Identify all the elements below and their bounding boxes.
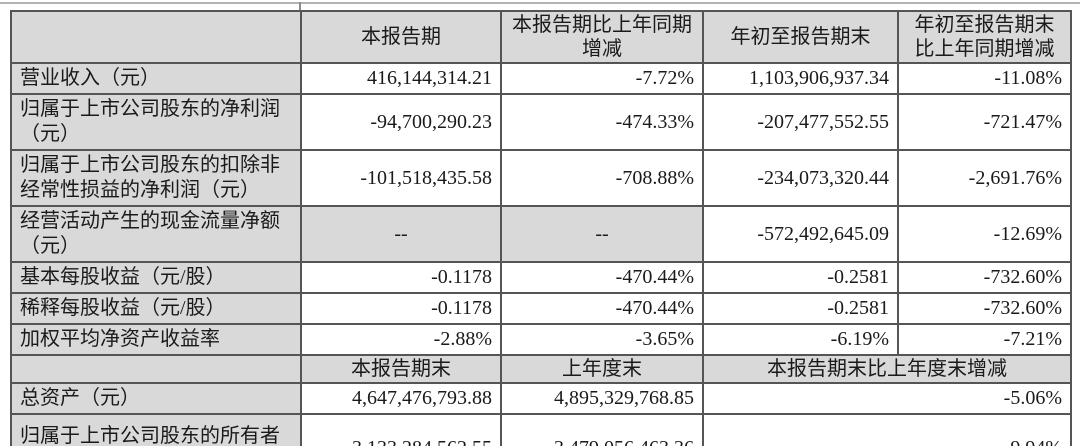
value-period-end: 4,647,476,793.88 — [300, 382, 502, 415]
table-row-weighted-avg-roe: 加权平均净资产收益率 -2.88% -3.65% -6.19% -7.21% — [10, 323, 1072, 356]
value-ytd: -0.2581 — [702, 292, 899, 325]
value-prev-year-end: 4,895,329,768.85 — [500, 382, 704, 415]
value-ytd: -207,477,552.55 — [702, 93, 899, 151]
header-corner — [10, 10, 302, 64]
value-period-end: 3,133,284,562.55 — [300, 413, 502, 446]
financial-summary-table: 本报告期 本报告期比上年同期增减 年初至报告期末 年初至报告期末比上年同期增减 … — [10, 10, 1072, 446]
value-current: -101,518,435.58 — [300, 149, 502, 207]
value-ytd-yoy: -11.08% — [897, 62, 1072, 95]
metric-label: 加权平均净资产收益率 — [10, 323, 302, 356]
header-corner-2 — [10, 354, 302, 384]
value-current-yoy-na: -- — [500, 205, 704, 263]
table-row-net-profit: 归属于上市公司股东的净利润（元） -94,700,290.23 -474.33%… — [10, 93, 1072, 151]
metric-label: 经营活动产生的现金流量净额（元） — [10, 205, 302, 263]
value-current: -0.1178 — [300, 292, 502, 325]
value-change: -9.94% — [702, 413, 1072, 446]
value-ytd-yoy: -732.60% — [897, 292, 1072, 325]
header-row-period: 本报告期 本报告期比上年同期增减 年初至报告期末 年初至报告期末比上年同期增减 — [10, 10, 1072, 64]
table-row-net-profit-excl-nonrecurring: 归属于上市公司股东的扣除非经常性损益的净利润（元） -101,518,435.5… — [10, 149, 1072, 207]
header-current-period: 本报告期 — [300, 10, 502, 64]
value-change: -5.06% — [702, 382, 1072, 415]
metric-label: 基本每股收益（元/股） — [10, 261, 302, 294]
value-current-na: -- — [300, 205, 502, 263]
value-ytd-yoy: -2,691.76% — [897, 149, 1072, 207]
header-period-end-vs-prev: 本报告期末比上年度末增减 — [702, 354, 1072, 384]
value-prev-year-end: 3,479,056,463.36 — [500, 413, 704, 446]
header-row-period-end: 本报告期末 上年度末 本报告期末比上年度末增减 — [10, 354, 1072, 384]
value-current-yoy: -708.88% — [500, 149, 704, 207]
metric-label: 归属于上市公司股东的扣除非经常性损益的净利润（元） — [10, 149, 302, 207]
value-current-yoy: -470.44% — [500, 261, 704, 294]
table-row-operating-cash-flow: 经营活动产生的现金流量净额（元） -- -- -572,492,645.09 -… — [10, 205, 1072, 263]
metric-label: 归属于上市公司股东的所有者权益（元） — [10, 413, 302, 446]
header-current-period-yoy: 本报告期比上年同期增减 — [500, 10, 704, 64]
value-current: -0.1178 — [300, 261, 502, 294]
top-divider-stub — [299, 2, 301, 10]
value-current-yoy: -470.44% — [500, 292, 704, 325]
header-prev-year-end: 上年度末 — [500, 354, 704, 384]
value-ytd-yoy: -12.69% — [897, 205, 1072, 263]
value-current-yoy: -3.65% — [500, 323, 704, 356]
metric-label: 稀释每股收益（元/股） — [10, 292, 302, 325]
value-current: 416,144,314.21 — [300, 62, 502, 95]
value-ytd: -6.19% — [702, 323, 899, 356]
value-current-yoy: -474.33% — [500, 93, 704, 151]
value-ytd: -0.2581 — [702, 261, 899, 294]
value-current: -2.88% — [300, 323, 502, 356]
table-row-shareholders-equity: 归属于上市公司股东的所有者权益（元） 3,133,284,562.55 3,47… — [10, 413, 1072, 446]
metric-label: 总资产（元） — [10, 382, 302, 415]
value-ytd: -572,492,645.09 — [702, 205, 899, 263]
value-ytd: -234,073,320.44 — [702, 149, 899, 207]
header-ytd: 年初至报告期末 — [702, 10, 899, 64]
top-divider — [0, 2, 1080, 4]
value-ytd-yoy: -732.60% — [897, 261, 1072, 294]
table-row-total-assets: 总资产（元） 4,647,476,793.88 4,895,329,768.85… — [10, 382, 1072, 415]
value-current-yoy: -7.72% — [500, 62, 704, 95]
table-row-basic-eps: 基本每股收益（元/股） -0.1178 -470.44% -0.2581 -73… — [10, 261, 1072, 294]
header-ytd-yoy: 年初至报告期末比上年同期增减 — [897, 10, 1072, 64]
metric-label: 营业收入（元） — [10, 62, 302, 95]
header-period-end: 本报告期末 — [300, 354, 502, 384]
value-current: -94,700,290.23 — [300, 93, 502, 151]
metric-label: 归属于上市公司股东的净利润（元） — [10, 93, 302, 151]
value-ytd: 1,103,906,937.34 — [702, 62, 899, 95]
table-row-diluted-eps: 稀释每股收益（元/股） -0.1178 -470.44% -0.2581 -73… — [10, 292, 1072, 325]
value-ytd-yoy: -7.21% — [897, 323, 1072, 356]
value-ytd-yoy: -721.47% — [897, 93, 1072, 151]
table-row-revenue: 营业收入（元） 416,144,314.21 -7.72% 1,103,906,… — [10, 62, 1072, 95]
